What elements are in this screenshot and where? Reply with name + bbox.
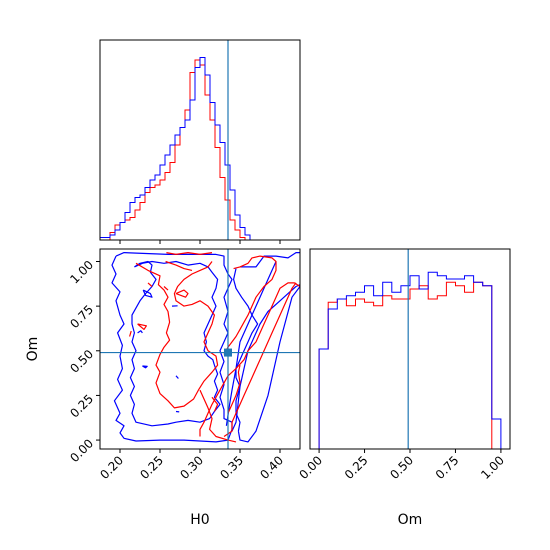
x-axis-label-h0: H0 [190, 512, 209, 528]
om-histogram-red-steps [318, 281, 501, 450]
h0-histogram-blue-steps [99, 57, 300, 241]
red-contour-line [199, 282, 300, 437]
om-histogram-blue [318, 271, 502, 449]
blue-contour-line [142, 289, 153, 298]
blue-contour-line [231, 284, 300, 432]
red-contour-line [166, 252, 213, 255]
red-contour-line [175, 289, 189, 298]
red-contour-line [223, 255, 277, 355]
red-contour-line [163, 286, 169, 291]
y-axis-label-om: Om [25, 337, 41, 362]
h0-histogram-panel [99, 39, 301, 244]
red-contour-line [137, 323, 147, 330]
red-contour-line [199, 389, 237, 443]
x-axis-label-om: Om [398, 512, 423, 528]
h0-histogram-blue [99, 57, 300, 241]
joint-contours [111, 252, 300, 443]
blue-contour-line [225, 261, 277, 426]
blue-contour-line [240, 252, 300, 268]
red-contour-line [211, 396, 219, 412]
red-contour-line [165, 260, 193, 271]
blue-contour-line [111, 252, 233, 443]
om-histogram-red [318, 281, 501, 450]
red-contour-line [129, 330, 132, 337]
om-histogram-blue-steps [318, 271, 502, 449]
red-contour-line [227, 364, 241, 414]
red-contour-line [147, 282, 153, 287]
blue-contour-line [175, 375, 179, 379]
red-contour-line [135, 261, 219, 409]
h0-histogram-ticks [119, 240, 281, 244]
red-contour-line [223, 282, 297, 437]
blue-contour-line [237, 286, 300, 443]
blue-contour-line [142, 365, 148, 369]
blue-contour-line [137, 330, 143, 334]
blue-contour-line [233, 268, 259, 432]
joint-truth-marker [224, 348, 232, 357]
